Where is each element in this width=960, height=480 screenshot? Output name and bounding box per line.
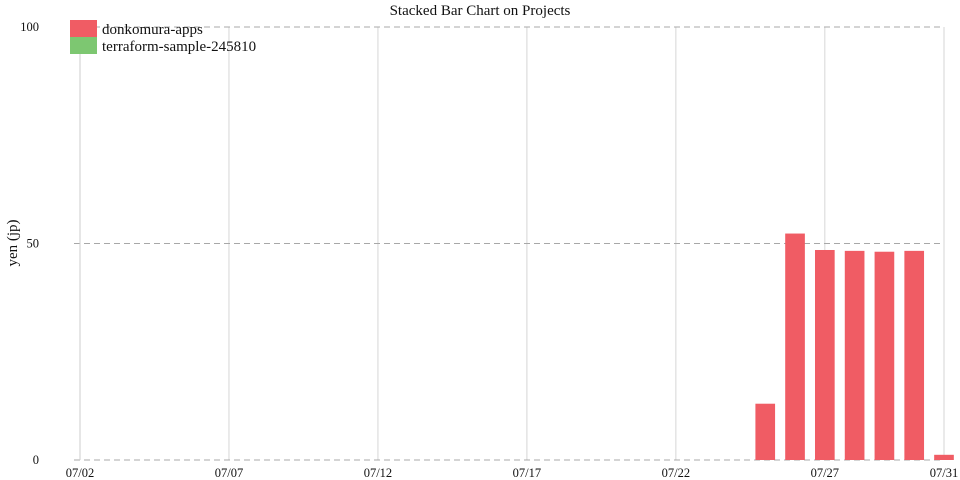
x-tick-label: 07/07 [215, 466, 243, 480]
bar-donkomura-apps-07-26 [785, 233, 805, 460]
chart-title: Stacked Bar Chart on Projects [390, 3, 571, 19]
x-tick-label: 07/17 [513, 466, 541, 480]
bar-donkomura-apps-07-31 [934, 454, 954, 460]
bar-donkomura-apps-07-25 [755, 403, 776, 460]
y-tick-label: 50 [27, 237, 40, 251]
bar-donkomura-apps-07-29 [874, 251, 895, 460]
bar-donkomura-apps-07-28 [844, 250, 865, 460]
x-tick-label: 07/31 [930, 466, 958, 480]
legend-swatch [70, 20, 97, 37]
grid-lines [74, 26, 945, 461]
bar-donkomura-apps-07-30 [904, 250, 925, 460]
bars [755, 233, 954, 460]
axes: 07/02 07/07 07/12 07/17 07/22 07/27 07/31 0 50 10… [20, 20, 958, 480]
legend-label: terraform-sample-245810 [102, 39, 256, 55]
legend-label: donkomura-apps [102, 22, 203, 38]
x-tick-label: 07/22 [662, 466, 690, 480]
x-tick-label: 07/02 [66, 466, 94, 480]
x-tick-label: 07/12 [364, 466, 392, 480]
bar-donkomura-apps-07-27 [814, 249, 835, 460]
y-axis-label: yen (jp) [5, 219, 21, 266]
legend-swatch [70, 37, 97, 54]
y-tick-label: 100 [20, 20, 39, 34]
x-tick-label: 07/27 [811, 466, 839, 480]
y-tick-label: 0 [33, 453, 39, 467]
